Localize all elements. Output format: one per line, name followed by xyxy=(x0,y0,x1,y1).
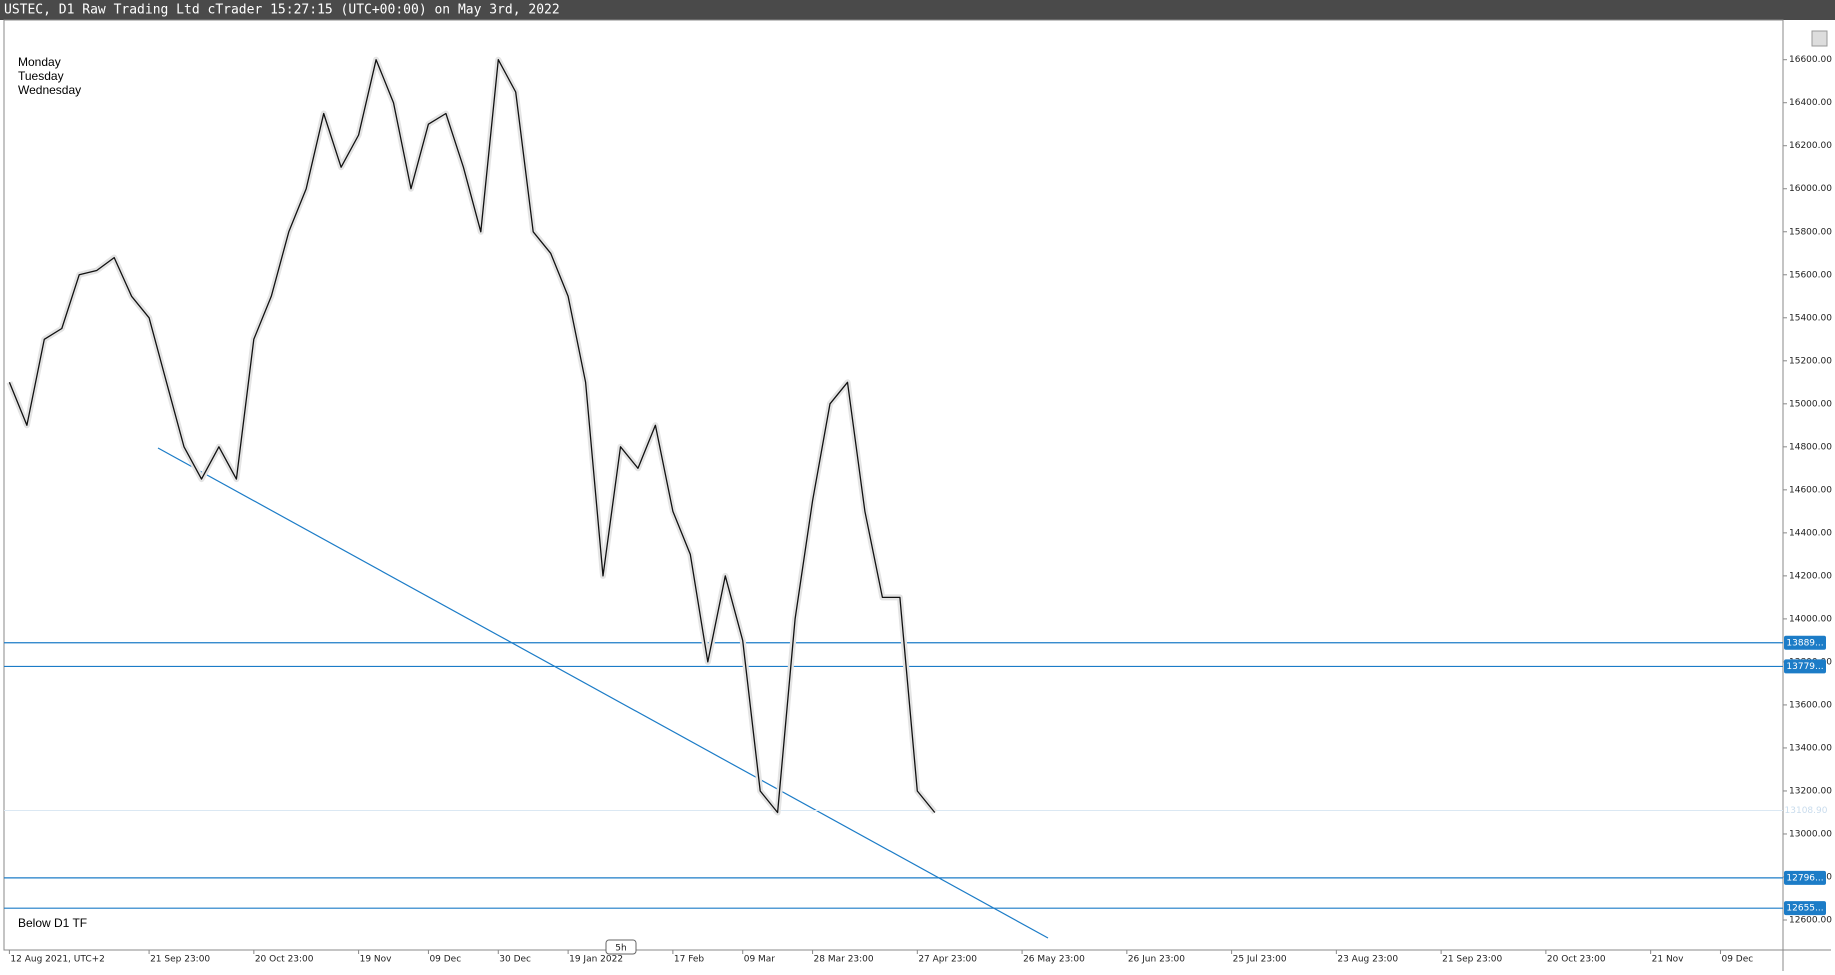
price-tag-label: 13889... xyxy=(1786,638,1823,648)
y-tick-label: 12600.00 xyxy=(1789,916,1832,926)
y-tick-label: 14800.00 xyxy=(1789,442,1832,452)
time-marker[interactable] xyxy=(605,939,637,955)
x-tick-label: 12 Aug 2021, UTC+2 xyxy=(10,955,104,965)
legend-item: Monday xyxy=(18,55,61,69)
y-tick-label: 14400.00 xyxy=(1789,528,1832,538)
price-tag xyxy=(1784,870,1826,885)
y-tick-label: 14000.00 xyxy=(1789,614,1832,624)
price-line-shadow xyxy=(6,56,938,816)
x-tick-label: 21 Sep 23:00 xyxy=(150,955,210,965)
price-tag-label: 12655... xyxy=(1786,904,1823,914)
current-price-label: 13108.90 xyxy=(1785,806,1828,816)
y-tick-label: 16400.00 xyxy=(1789,98,1832,108)
price-tag-label: 12796... xyxy=(1786,873,1823,883)
y-tick-label: 14200.00 xyxy=(1789,571,1832,581)
y-tick-label: 16200.00 xyxy=(1789,141,1832,151)
y-tick-label: 15800.00 xyxy=(1789,227,1832,237)
y-tick-label: 15200.00 xyxy=(1789,356,1832,366)
x-tick-label: 23 Aug 23:00 xyxy=(1337,955,1398,965)
time-marker-label: 5h xyxy=(615,944,626,954)
y-tick-label: 16000.00 xyxy=(1789,184,1832,194)
x-tick-label: 19 Jan 2022 xyxy=(569,955,623,965)
annotation: Below D1 TF xyxy=(18,916,87,930)
x-tick-label: 09 Dec xyxy=(1721,955,1753,965)
price-tag xyxy=(1784,635,1826,650)
x-tick-label: 28 Mar 23:00 xyxy=(814,955,874,965)
price-tag xyxy=(1784,659,1826,674)
y-tick-label: 15400.00 xyxy=(1789,313,1832,323)
y-tick-label: 13600.00 xyxy=(1789,700,1832,710)
x-tick-label: 27 Apr 23:00 xyxy=(918,955,977,965)
price-tag-label: 13779... xyxy=(1786,662,1823,672)
legend-item: Wednesday xyxy=(18,83,81,97)
x-tick-label: 26 Jun 23:00 xyxy=(1128,955,1185,965)
x-tick-label: 20 Oct 23:00 xyxy=(1547,955,1606,965)
x-tick-label: 30 Dec xyxy=(499,955,531,965)
x-tick-label: 21 Nov xyxy=(1652,955,1685,965)
detach-button[interactable] xyxy=(1811,30,1828,47)
x-tick-label: 26 May 23:00 xyxy=(1023,955,1085,965)
x-tick-label: 25 Jul 23:00 xyxy=(1233,955,1287,965)
y-tick-label: 13000.00 xyxy=(1789,829,1832,839)
y-tick-label: 15600.00 xyxy=(1789,270,1832,280)
x-tick-label: 20 Oct 23:00 xyxy=(255,955,314,965)
price-line xyxy=(8,59,936,814)
y-tick-label: 14600.00 xyxy=(1789,485,1832,495)
x-tick-label: 17 Feb xyxy=(674,955,705,965)
x-tick-label: 09 Dec xyxy=(429,955,461,965)
x-tick-label: 21 Sep 23:00 xyxy=(1442,955,1502,965)
price-tag xyxy=(1784,901,1826,916)
y-tick-label: 16600.00 xyxy=(1789,55,1832,65)
title-bar xyxy=(0,0,1835,20)
y-tick-label: 13400.00 xyxy=(1789,743,1832,753)
y-tick-label: 13200.00 xyxy=(1789,786,1832,796)
x-tick-label: 19 Nov xyxy=(360,955,393,965)
legend-item: Tuesday xyxy=(18,69,64,83)
y-tick-label: 15000.00 xyxy=(1789,399,1832,409)
x-tick-label: 09 Mar xyxy=(744,955,776,965)
trend-line xyxy=(157,447,1049,939)
chart-title: USTEC, D1 Raw Trading Ltd cTrader 15:27:… xyxy=(4,3,560,18)
